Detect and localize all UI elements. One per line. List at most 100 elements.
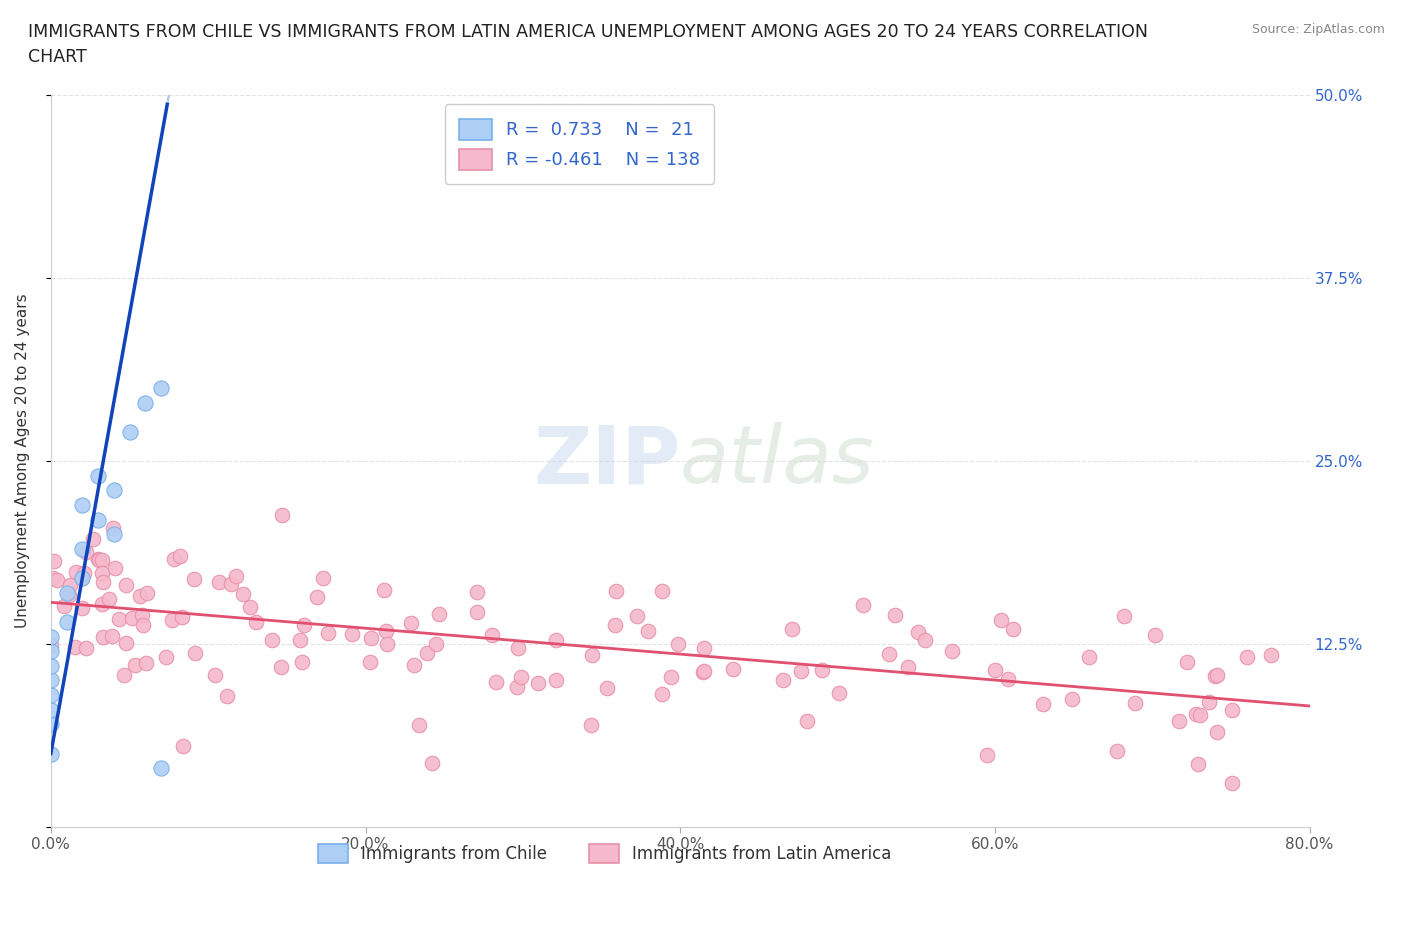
Point: [721, 661, 744, 676]
Point: [1144, 628, 1167, 643]
Point: [375, 637, 398, 652]
Point: [579, 717, 602, 732]
Point: [626, 608, 648, 623]
Point: [91, 629, 114, 644]
Point: [91, 565, 114, 580]
Text: atlas: atlas: [681, 422, 875, 500]
Point: [73, 566, 96, 581]
Point: [163, 551, 186, 566]
Point: [312, 571, 335, 586]
Point: [693, 664, 716, 679]
Point: [55, 615, 77, 630]
Point: [215, 688, 238, 703]
Point: [360, 631, 382, 645]
Point: [1206, 724, 1229, 739]
Point: [70, 601, 93, 616]
Point: [108, 612, 131, 627]
Point: [39, 629, 62, 644]
Point: [134, 395, 156, 410]
Point: [101, 521, 124, 536]
Point: [149, 380, 172, 395]
Point: [270, 508, 292, 523]
Point: [544, 632, 567, 647]
Point: [121, 611, 143, 626]
Point: [668, 637, 690, 652]
Point: [292, 618, 315, 632]
Point: [772, 672, 794, 687]
Point: [149, 761, 172, 776]
Point: [55, 585, 77, 600]
Point: [75, 544, 97, 559]
Point: [135, 655, 157, 670]
Point: [1198, 695, 1220, 710]
Point: [427, 607, 450, 622]
Point: [124, 658, 146, 672]
Point: [1236, 649, 1258, 664]
Point: [465, 585, 488, 600]
Point: [373, 582, 395, 597]
Point: [169, 549, 191, 564]
Point: [976, 747, 998, 762]
Point: [89, 552, 111, 567]
Point: [98, 591, 121, 606]
Point: [58, 587, 80, 602]
Point: [65, 565, 87, 579]
Point: [692, 665, 714, 680]
Point: [288, 633, 311, 648]
Point: [375, 623, 398, 638]
Point: [1185, 707, 1208, 722]
Point: [651, 686, 673, 701]
Point: [907, 625, 929, 640]
Point: [796, 713, 818, 728]
Point: [879, 647, 901, 662]
Point: [425, 636, 447, 651]
Point: [75, 640, 97, 655]
Point: [1105, 744, 1128, 759]
Point: [131, 607, 153, 622]
Point: [1204, 669, 1226, 684]
Point: [416, 645, 439, 660]
Point: [72, 571, 94, 586]
Point: [114, 635, 136, 650]
Point: [87, 512, 110, 527]
Point: [693, 641, 716, 656]
Point: [172, 738, 194, 753]
Point: [484, 675, 506, 690]
Point: [72, 541, 94, 556]
Point: [1032, 697, 1054, 711]
Point: [467, 605, 489, 620]
Point: [914, 632, 936, 647]
Point: [1060, 692, 1083, 707]
Point: [790, 663, 813, 678]
Point: [63, 640, 86, 655]
Point: [170, 609, 193, 624]
Point: [1220, 776, 1243, 790]
Point: [225, 568, 247, 583]
Point: [605, 618, 627, 632]
Point: [39, 702, 62, 717]
Text: CHART: CHART: [28, 48, 87, 66]
Point: [42, 571, 65, 586]
Text: ZIP: ZIP: [533, 422, 681, 500]
Text: Source: ZipAtlas.com: Source: ZipAtlas.com: [1251, 23, 1385, 36]
Point: [1220, 703, 1243, 718]
Point: [408, 718, 430, 733]
Point: [305, 590, 328, 604]
Point: [270, 659, 292, 674]
Point: [506, 680, 529, 695]
Point: [245, 615, 267, 630]
Point: [1187, 756, 1209, 771]
Point: [91, 597, 114, 612]
Point: [103, 526, 125, 541]
Point: [852, 597, 875, 612]
Point: [340, 626, 363, 641]
Point: [103, 483, 125, 498]
Point: [316, 626, 339, 641]
Point: [595, 681, 617, 696]
Point: [659, 670, 682, 684]
Point: [42, 553, 65, 568]
Point: [1260, 647, 1282, 662]
Point: [399, 615, 422, 630]
Point: [1188, 708, 1211, 723]
Point: [651, 584, 673, 599]
